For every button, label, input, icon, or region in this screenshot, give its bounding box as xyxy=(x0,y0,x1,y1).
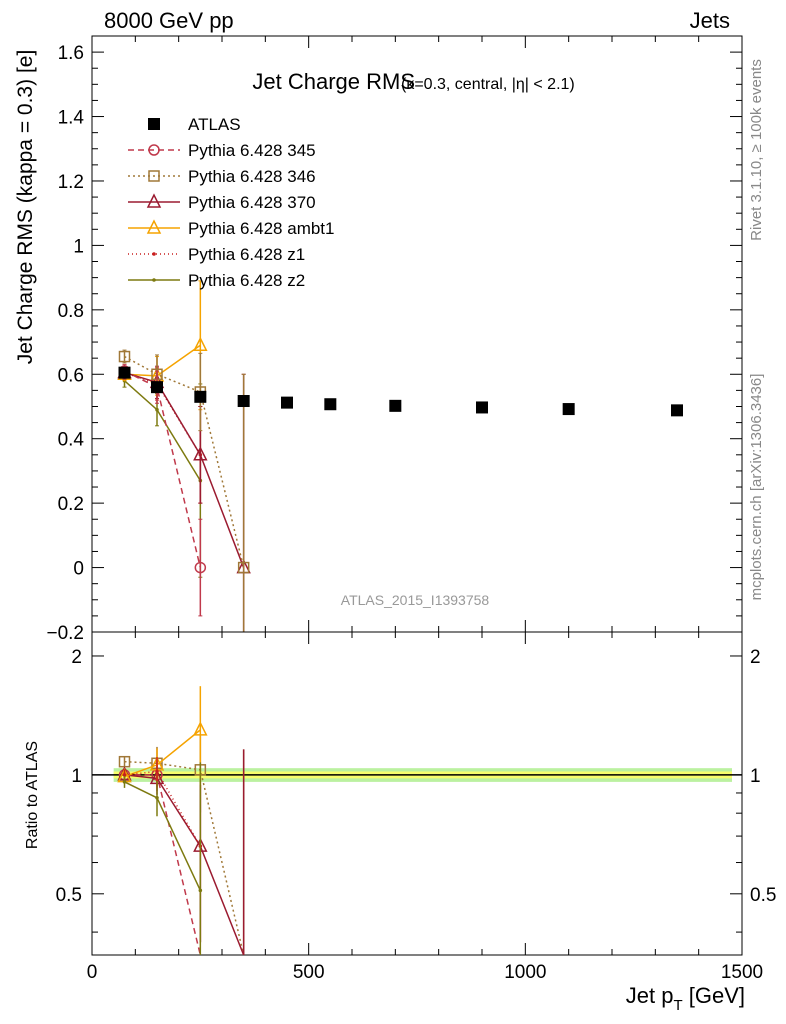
legend-label: Pythia 6.428 z2 xyxy=(188,271,305,290)
chart-subtitle: (κ=0.3, central, |η| < 2.1) xyxy=(401,76,575,93)
y-tick-label: 0.6 xyxy=(58,365,84,386)
ratio-y-tick-label-right: 0.5 xyxy=(750,885,776,906)
header-left: 8000 GeV pp xyxy=(104,8,234,33)
data-point xyxy=(671,404,683,417)
data-point xyxy=(237,561,250,574)
data-point xyxy=(151,381,163,394)
side-mcplots: mcplots.cern.ch [arXiv:1306.3436] xyxy=(748,374,765,601)
data-point xyxy=(237,395,250,408)
ratio-point xyxy=(193,721,208,736)
ratio-y-axis-label: Ratio to ATLAS xyxy=(24,741,41,849)
data-point xyxy=(562,403,575,416)
series-line xyxy=(124,371,245,568)
y-axis-label: Jet Charge RMS (kappa = 0.3) [e] xyxy=(14,50,37,365)
legend-item: Pythia 6.428 370 xyxy=(128,193,316,212)
ratio-line xyxy=(124,781,202,891)
y-tick-label: −0.2 xyxy=(46,623,84,644)
legend-item: Pythia 6.428 z2 xyxy=(128,271,305,290)
y-tick-label: 0.2 xyxy=(58,494,84,515)
legend-label: Pythia 6.428 345 xyxy=(188,141,316,160)
y-tick-label: 0.4 xyxy=(58,430,85,451)
ratio-point xyxy=(122,780,127,784)
ratio-series-5 xyxy=(122,762,203,955)
ratio-line xyxy=(124,774,245,955)
data-point xyxy=(194,390,207,403)
data-point xyxy=(324,398,337,411)
legend-marker xyxy=(146,193,162,208)
legend-item: Pythia 6.428 ambt1 xyxy=(128,219,334,238)
series-0 xyxy=(118,366,683,417)
y-tick-label: 1 xyxy=(73,236,84,257)
x-tick-label: 1500 xyxy=(721,962,763,983)
x-axis-label-sub: T xyxy=(673,997,682,1014)
ratio-series-group xyxy=(117,686,245,955)
chart-title: Jet Charge RMS xyxy=(252,69,415,94)
legend-marker xyxy=(152,278,156,282)
legend-marker xyxy=(148,144,160,156)
series-3 xyxy=(117,363,251,632)
ratio-y-tick-label-right: 2 xyxy=(750,647,761,668)
series-1 xyxy=(118,364,207,617)
annotations: 8000 GeV pp Jets Jet Charge RMS (κ=0.3, … xyxy=(14,8,765,1014)
series-line xyxy=(124,380,201,481)
y-tick-label: 1.6 xyxy=(58,43,84,64)
x-tick-label: 0 xyxy=(87,962,98,983)
data-point xyxy=(389,399,402,412)
ratio-point xyxy=(155,796,159,800)
ratio-y-tick-label: 2 xyxy=(71,647,82,668)
legend-item: Pythia 6.428 z1 xyxy=(128,245,305,264)
header-right: Jets xyxy=(690,8,730,33)
legend-marker xyxy=(146,219,162,234)
x-tick-label: 500 xyxy=(293,962,325,983)
data-point xyxy=(118,366,131,379)
legend-marker xyxy=(152,252,156,256)
legend-item: Pythia 6.428 346 xyxy=(128,167,316,186)
ratio-point xyxy=(198,888,203,893)
series-line xyxy=(124,355,245,568)
data-point xyxy=(118,350,131,363)
watermark: ATLAS_2015_I1393758 xyxy=(341,592,490,608)
legend-label: Pythia 6.428 ambt1 xyxy=(188,219,334,238)
data-point xyxy=(193,336,208,352)
legend-label: Pythia 6.428 346 xyxy=(188,167,316,186)
ratio-plot: 0 500 1000 1500 0.5 0.5 1 1 2 2 xyxy=(56,631,776,983)
main-plot: −0.2 0 0.2 0.4 0.6 0.8 1 1.2 1.4 1.6 xyxy=(46,35,743,644)
y-tick-label: 1.4 xyxy=(58,108,85,129)
data-point xyxy=(155,407,159,412)
x-axis-label: Jet pT [GeV] xyxy=(626,983,745,1014)
data-point xyxy=(194,561,207,574)
side-rivet: Rivet 3.1.10, ≥ 100k events xyxy=(748,59,765,241)
x-axis-label-unit: [GeV] xyxy=(683,983,745,1008)
legend: ATLAS Pythia 6.428 345 Pythia 6.428 346 Pyt… xyxy=(128,115,334,290)
legend-marker xyxy=(148,118,160,130)
y-tick-label: 0 xyxy=(73,559,84,580)
series-6 xyxy=(122,373,203,578)
series-line xyxy=(124,370,202,568)
ratio-point xyxy=(155,769,159,774)
ratio-series-0 xyxy=(118,760,202,955)
legend-label: Pythia 6.428 370 xyxy=(188,193,316,212)
ratio-point xyxy=(122,773,127,777)
y-tick-label: 0.8 xyxy=(58,301,84,322)
legend-item: Pythia 6.428 345 xyxy=(128,141,316,160)
legend-label: Pythia 6.428 z1 xyxy=(188,245,305,264)
legend-item: ATLAS xyxy=(148,115,241,134)
ratio-y-tick-label: 0.5 xyxy=(56,885,82,906)
legend-label: ATLAS xyxy=(188,115,241,134)
data-point xyxy=(476,401,488,414)
series-2 xyxy=(118,349,250,632)
ratio-y-tick-label-right: 1 xyxy=(750,766,761,787)
ratio-line xyxy=(124,760,245,955)
x-tick-label: 1000 xyxy=(504,962,546,983)
data-point xyxy=(281,396,293,409)
main-series-group xyxy=(117,280,683,632)
ratio-frame xyxy=(91,631,743,956)
x-axis-label-main: Jet p xyxy=(626,983,674,1008)
legend-marker xyxy=(148,170,160,182)
data-point xyxy=(193,446,208,461)
y-tick-label: 1.2 xyxy=(58,172,84,193)
ratio-y-tick-label: 1 xyxy=(71,766,82,787)
